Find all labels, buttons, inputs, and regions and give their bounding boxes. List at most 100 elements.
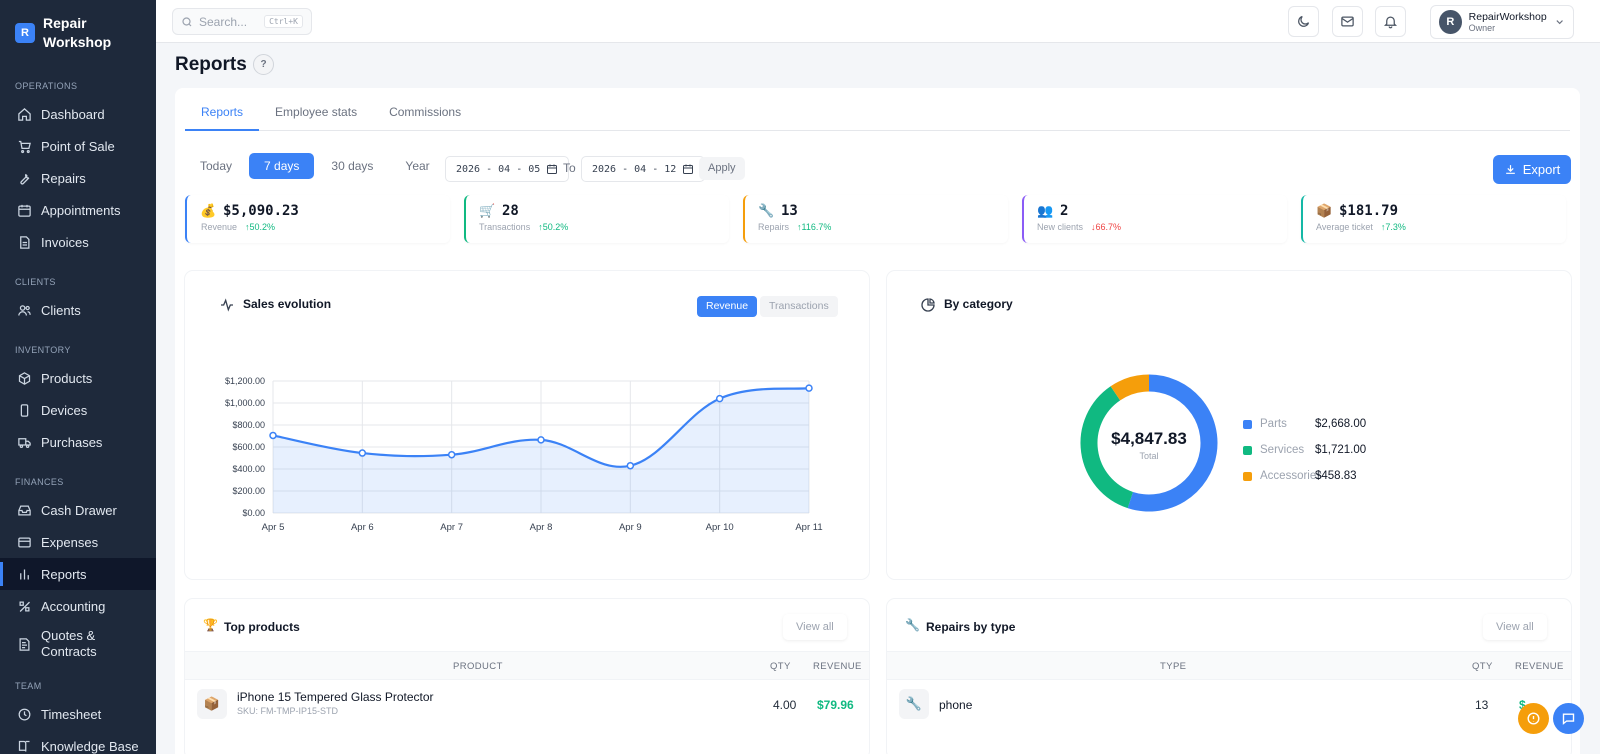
top-products-panel: 🏆 Top products View all Product Qty Reve… xyxy=(185,599,869,754)
export-button[interactable]: Export xyxy=(1493,155,1571,184)
donut-slice xyxy=(1080,386,1134,509)
mail-icon xyxy=(1341,16,1354,27)
sidebar-item-quotes-contracts[interactable]: Quotes & Contracts xyxy=(0,622,156,666)
legend-value: $2,668.00 xyxy=(1315,418,1367,430)
view-all-products-button[interactable]: View all xyxy=(783,614,847,640)
legend-item-accessories[interactable]: Accessories $458.83 xyxy=(1243,463,1366,489)
brand-name: Repair Workshop xyxy=(43,14,111,52)
help-button[interactable]: ? xyxy=(253,54,274,75)
legend-swatch xyxy=(1243,445,1252,455)
sidebar-item-label: Point of Sale xyxy=(41,138,115,154)
sidebar-item-timesheet[interactable]: Timesheet xyxy=(0,698,156,730)
wrench-icon xyxy=(16,170,32,186)
sidebar-item-label: Devices xyxy=(41,402,88,418)
view-all-repairs-button[interactable]: View all xyxy=(1483,614,1547,640)
sidebar-item-cash-drawer[interactable]: Cash Drawer xyxy=(0,494,156,526)
user-menu[interactable]: R RepairWorkshop Owner xyxy=(1430,5,1574,39)
x-tick-label: Apr 5 xyxy=(262,522,285,533)
tab-reports[interactable]: Reports xyxy=(185,88,260,131)
download-icon xyxy=(1505,165,1515,174)
col-product: Product xyxy=(453,661,503,672)
sidebar-item-label: Appointments xyxy=(41,202,121,218)
alert-fab-button[interactable] xyxy=(1518,703,1549,734)
category-legend: Parts $2,668.00 Services $1,721.00 Acces… xyxy=(1243,411,1366,489)
contract-icon xyxy=(16,636,32,652)
export-label: Export xyxy=(1522,162,1561,177)
sidebar-item-dashboard[interactable]: Dashboard xyxy=(0,98,156,130)
sidebar-item-repairs[interactable]: Repairs xyxy=(0,162,156,194)
brand-name-line1: Repair xyxy=(43,15,87,31)
repair-type-qty: 13 xyxy=(1475,698,1489,712)
sidebar-item-knowledge-base[interactable]: Knowledge Base xyxy=(0,730,156,754)
period-today[interactable]: Today xyxy=(200,159,233,173)
users-icon xyxy=(16,302,32,318)
date-to-field[interactable]: 2026 - 04 - 12 xyxy=(581,156,706,182)
date-to-value: 2026 - 04 - 12 xyxy=(592,163,677,175)
table-row[interactable]: 📦 iPhone 15 Tempered Glass Protector SKU… xyxy=(185,681,869,727)
tab-employee-stats[interactable]: Employee stats xyxy=(275,105,358,119)
sales-evolution-panel: Sales evolution Revenue Transactions $0.… xyxy=(185,271,869,579)
revenue-toggle[interactable]: Revenue xyxy=(697,296,758,317)
sidebar-item-accounting[interactable]: Accounting xyxy=(0,590,156,622)
sidebar-item-clients[interactable]: Clients xyxy=(0,294,156,326)
sidebar-item-devices[interactable]: Devices xyxy=(0,394,156,426)
data-point xyxy=(537,436,545,444)
search-icon xyxy=(182,16,192,26)
nav-section-title: Finances xyxy=(15,477,64,487)
tab-commissions[interactable]: Commissions xyxy=(389,105,462,119)
sidebar-item-label: Knowledge Base xyxy=(41,738,139,754)
kpi-label: Revenue xyxy=(201,222,238,232)
sidebar-item-expenses[interactable]: Expenses xyxy=(0,526,156,558)
sidebar-item-invoices[interactable]: Invoices xyxy=(0,226,156,258)
sidebar-item-label: Expenses xyxy=(41,534,99,550)
period-30-days[interactable]: 30 days xyxy=(331,159,374,173)
period-7-days[interactable]: 7 days xyxy=(249,153,315,179)
x-tick-label: Apr 11 xyxy=(795,522,822,533)
user-name: RepairWorkshop xyxy=(1468,10,1547,23)
donut-slice xyxy=(1127,374,1218,512)
avatar: R xyxy=(1439,10,1462,34)
search-input[interactable]: Search... Ctrl+K xyxy=(172,8,312,35)
moon-icon xyxy=(1298,15,1310,27)
trophy-icon: 🏆 xyxy=(203,618,218,632)
legend-item-parts[interactable]: Parts $2,668.00 xyxy=(1243,411,1366,437)
wrench-icon: 🔧 xyxy=(758,203,775,218)
brand[interactable]: R Repair Workshop xyxy=(0,0,156,66)
transactions-toggle[interactable]: Transactions xyxy=(760,296,838,317)
chat-icon xyxy=(1562,713,1575,725)
kpi-change: ↑116.7% xyxy=(797,222,832,232)
period-year[interactable]: Year xyxy=(405,159,430,173)
nav-section-title: Team xyxy=(15,681,42,691)
col-qty: Qty xyxy=(1472,661,1493,672)
nav-section-title: Operations xyxy=(15,81,78,91)
sidebar-item-purchases[interactable]: Purchases xyxy=(0,426,156,458)
to-label: To xyxy=(563,161,576,175)
table-row[interactable]: 🔧 phone 13 $... xyxy=(887,681,1571,727)
notifications-button[interactable] xyxy=(1375,6,1406,37)
sidebar-item-point-of-sale[interactable]: Point of Sale xyxy=(0,130,156,162)
x-tick-label: Apr 9 xyxy=(619,522,642,533)
date-from-field[interactable]: 2026 - 04 - 05 xyxy=(445,156,570,182)
drawer-icon xyxy=(16,502,32,518)
chevron-down-icon xyxy=(1556,20,1563,25)
data-point xyxy=(269,431,277,440)
sidebar-item-label: Purchases xyxy=(41,434,103,450)
sidebar-item-reports[interactable]: Reports xyxy=(0,558,156,590)
chat-fab-button[interactable] xyxy=(1553,703,1584,734)
sidebar-item-appointments[interactable]: Appointments xyxy=(0,194,156,226)
sidebar-item-products[interactable]: Products xyxy=(0,362,156,394)
sidebar-item-label: Cash Drawer xyxy=(41,502,117,518)
legend-item-services[interactable]: Services $1,721.00 xyxy=(1243,437,1366,463)
repairs-by-type-panel: 🔧 Repairs by type View all Type Qty Reve… xyxy=(887,599,1571,754)
repair-type-name: phone xyxy=(939,698,973,712)
revenue-area xyxy=(273,388,809,513)
dark-mode-button[interactable] xyxy=(1288,6,1319,37)
brand-name-line2: Workshop xyxy=(43,34,112,50)
messages-button[interactable] xyxy=(1332,6,1363,37)
sales-line-chart: $0.00 $200.00 $400.00 $600.00 $800.00 $1,000.… xyxy=(225,376,823,533)
clock-icon xyxy=(16,706,32,722)
calculator-icon xyxy=(16,598,32,614)
book-icon xyxy=(16,738,32,754)
donut-total-value: $4,847.83 xyxy=(1111,429,1187,448)
apply-button[interactable]: Apply xyxy=(699,157,745,180)
